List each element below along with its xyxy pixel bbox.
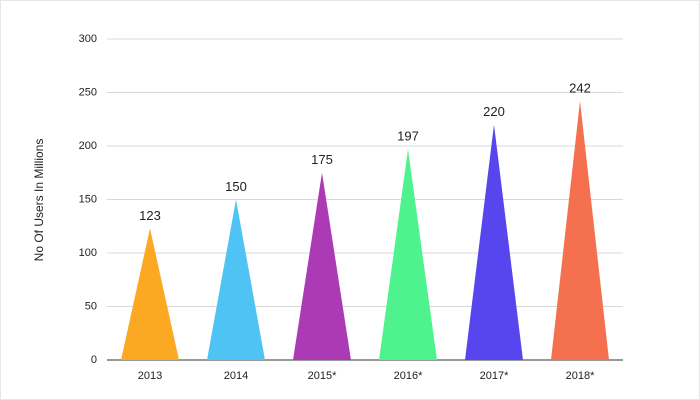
y-tick-label: 200 (79, 140, 97, 152)
x-tick-label: 2017* (480, 370, 509, 382)
bar (293, 172, 351, 360)
value-label: 175 (311, 152, 333, 167)
value-label: 123 (139, 208, 161, 223)
x-tick-label: 2014 (224, 370, 248, 382)
y-tick-label: 50 (85, 300, 97, 312)
y-axis-label: No Of Users In Millions (32, 139, 46, 262)
y-tick-label: 300 (79, 33, 97, 45)
bar (379, 149, 437, 360)
y-tick-label: 0 (91, 354, 97, 366)
y-tick-label: 250 (79, 86, 97, 98)
x-tick-label: 2018* (566, 370, 595, 382)
bar (465, 124, 523, 360)
value-label: 197 (397, 129, 419, 144)
bar (551, 101, 609, 360)
x-tick-label: 2015* (308, 370, 337, 382)
value-label: 150 (225, 179, 247, 194)
bar (207, 199, 265, 360)
x-tick-label: 2013 (138, 370, 162, 382)
value-label: 220 (483, 104, 505, 119)
y-tick-label: 100 (79, 247, 97, 259)
value-label: 242 (569, 80, 591, 95)
y-tick-label: 150 (79, 193, 97, 205)
bar (121, 228, 179, 360)
x-tick-label: 2016* (394, 370, 423, 382)
